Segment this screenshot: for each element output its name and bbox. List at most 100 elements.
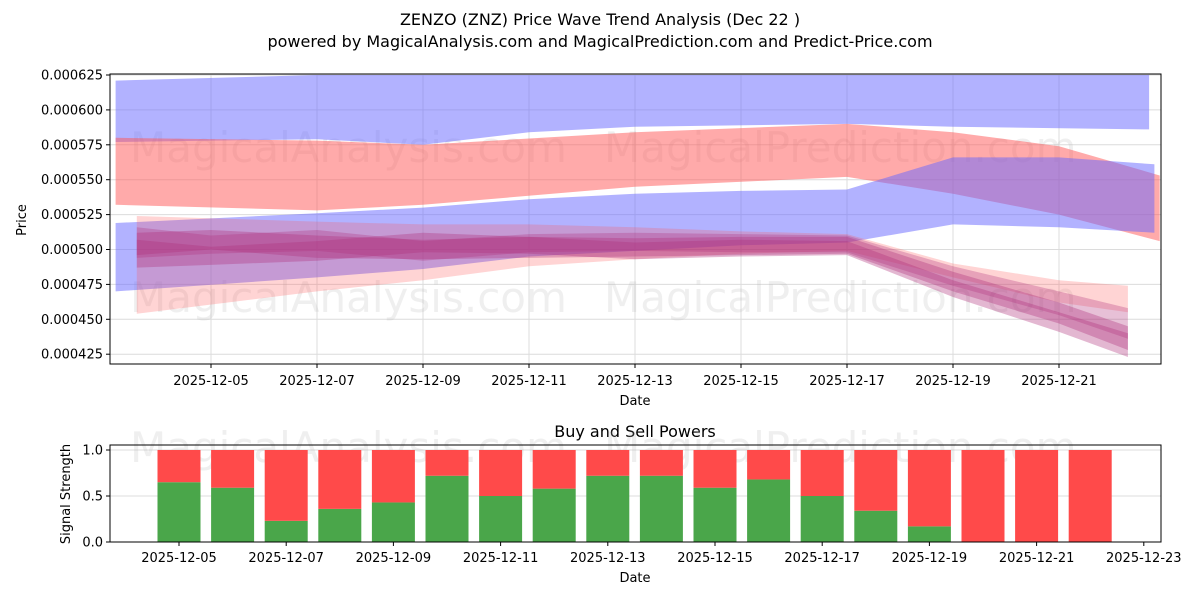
power-plot-frame [109,444,1162,543]
red-upper-band [115,123,1160,242]
x-tick-label: 2025-12-19 [915,374,991,389]
buy-bar [907,526,951,542]
buy-bar [800,496,844,542]
sell-bar [693,450,737,488]
y-tick-label: 1.0 [82,444,103,459]
power-y-axis-label: Signal Strength [59,444,74,544]
sell-bar [157,450,201,483]
x-tick-label: 2025-12-21 [1021,374,1097,389]
magenta-band-3 [136,232,1128,357]
sell-bar [425,450,469,476]
sell-bar [907,450,951,527]
bar-2025-12-08 [318,450,362,542]
power-chart-title: Buy and Sell Powers [554,422,716,441]
buy-bar [318,508,362,542]
x-tick-label: 2025-12-07 [279,374,355,389]
buy-bar [854,510,898,542]
price-bands [115,75,1160,357]
bar-2025-12-13 [586,450,630,542]
buy-bar [479,496,523,542]
buy-bar [532,488,576,542]
y-tick-label: 0.000575 [41,138,103,153]
sell-bar [961,450,1005,542]
x-tick-label: 2025-12-09 [385,374,461,389]
sell-bar [532,450,576,489]
x-tick-label: 2025-12-21 [999,551,1075,566]
watermark: MagicalPrediction.com [604,273,1077,322]
bar-2025-12-09 [371,450,415,542]
bar-2025-12-16 [747,450,791,542]
bar-2025-12-15 [693,450,737,542]
x-tick-label: 2025-12-05 [173,374,249,389]
sell-bar [747,450,791,480]
sell-bar [1068,450,1112,542]
power-bars [157,450,1112,542]
x-tick-label: 2025-12-11 [463,551,539,566]
y-tick-label: 0.000425 [41,348,103,363]
magenta-band-2 [136,230,1128,350]
buy-bar [157,482,201,542]
y-tick-label: 0.000600 [41,103,103,118]
price-wave-chart: MagicalAnalysis.com MagicalPrediction.com… [15,69,1162,409]
main-y-axis: 0.000425 0.000450 0.000475 0.000500 0.000525… [41,69,110,363]
x-tick-label: 2025-12-11 [491,374,567,389]
main-x-axis-label: Date [619,394,650,409]
sell-bar [318,450,362,509]
buy-bar [639,475,683,542]
chart-subtitle: powered by MagicalAnalysis.com and Magic… [267,32,933,51]
power-x-axis: 2025-12-05 2025-12-07 2025-12-09 2025-12-11… [141,542,1182,566]
bar-2025-12-11 [479,450,523,542]
red-lower-band-1 [136,216,1128,314]
bar-2025-12-19 [907,450,951,542]
chart-title: ZENZO (ZNZ) Price Wave Trend Analysis (D… [399,10,801,29]
buy-bar [371,502,415,542]
x-tick-label: 2025-12-15 [677,551,753,566]
main-x-axis: 2025-12-05 2025-12-07 2025-12-09 2025-12-11… [173,364,1097,389]
main-y-axis-label: Price [15,204,30,236]
bar-2025-12-20 [961,450,1005,542]
x-tick-label: 2025-12-17 [809,374,885,389]
y-tick-label: 0.0 [82,536,103,551]
sell-bar [586,450,630,476]
sell-bar [371,450,415,503]
sell-bar [639,450,683,476]
power-x-axis-label: Date [619,571,650,586]
bar-2025-12-05 [157,450,201,542]
buy-sell-power-chart: Buy and Sell Powers MagicalAnalysis.com M… [59,422,1182,586]
buy-bar [693,487,737,542]
bar-2025-12-14 [639,450,683,542]
blue-upper-band [115,75,1150,145]
sell-bar [854,450,898,511]
sell-bar [211,450,255,488]
y-tick-label: 0.000525 [41,208,103,223]
y-tick-label: 0.5 [82,490,103,505]
sell-bar [800,450,844,496]
blue-mid-band [115,157,1155,292]
bar-2025-12-10 [425,450,469,542]
buy-bar [747,479,791,542]
x-tick-label: 2025-12-13 [597,374,673,389]
sell-bar [479,450,523,496]
sell-bar [1015,450,1059,542]
x-tick-label: 2025-12-05 [141,551,217,566]
power-y-axis: 0.0 0.5 1.0 [82,444,110,551]
buy-bar [425,475,469,542]
bar-2025-12-12 [532,450,576,542]
x-tick-label: 2025-12-13 [570,551,646,566]
x-tick-label: 2025-12-19 [892,551,968,566]
bar-2025-12-07 [264,450,308,542]
buy-bar [264,520,308,542]
y-tick-label: 0.000500 [41,243,103,258]
y-tick-label: 0.000625 [41,69,103,84]
buy-bar [211,487,255,542]
magenta-band-4 [136,227,1128,339]
buy-bar [586,475,630,542]
bar-2025-12-17 [800,450,844,542]
bar-2025-12-21 [1015,450,1059,542]
x-tick-label: 2025-12-17 [784,551,860,566]
x-tick-label: 2025-12-09 [356,551,432,566]
sell-bar [264,450,308,521]
x-tick-label: 2025-12-07 [248,551,324,566]
bar-2025-12-18 [854,450,898,542]
